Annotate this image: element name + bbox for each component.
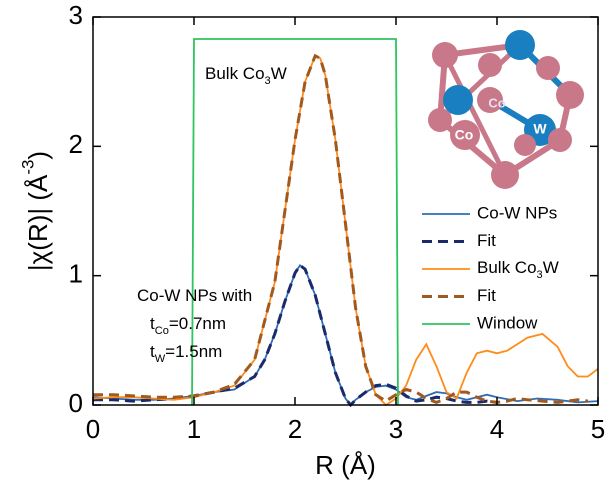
data-line [93, 53, 589, 405]
annotation-part: t [150, 314, 155, 333]
data-line [191, 38, 399, 406]
annotation: Co-W NPs with [137, 286, 252, 305]
y-axis-label: |χ(R)| (Å-3) [19, 151, 53, 271]
y-axis-label-part: -3 [19, 160, 38, 175]
legend-label: Fit [477, 286, 496, 305]
legend-label-part: W [543, 258, 559, 277]
legend-label: Bulk Co3W [477, 258, 559, 280]
y-tick-label: 0 [69, 388, 83, 418]
annotation-part: Co [155, 325, 169, 337]
annotation-part: t [150, 342, 155, 361]
x-tick-label: 1 [187, 414, 201, 444]
annotation-part: =0.7nm [169, 314, 226, 333]
x-tick-label: 2 [288, 414, 302, 444]
y-axis-label-part: |χ(R)| (Å [23, 174, 53, 271]
plot-frame [92, 16, 599, 406]
x-axis-label: R (Å) [315, 450, 376, 480]
legend-label-part: Bulk Co [477, 258, 537, 277]
annotation-part: W [271, 64, 287, 83]
y-tick-label: 3 [69, 0, 83, 30]
x-tick-label: 5 [591, 414, 605, 444]
annotation: Bulk Co3W [205, 64, 287, 86]
x-tick-label: 0 [86, 414, 100, 444]
annotation: tCo=0.7nm [150, 314, 226, 336]
inset-structure [428, 30, 584, 189]
legend-label-part: 3 [537, 269, 543, 281]
y-tick-label: 2 [69, 129, 83, 159]
inset-label: Co [455, 127, 474, 143]
y-tick-label: 1 [69, 259, 83, 289]
legend-label: Co-W NPs [477, 203, 557, 222]
annotation-part: W [155, 353, 166, 365]
legend-label: Window [477, 313, 538, 332]
x-tick-label: 4 [490, 414, 504, 444]
annotation-part: =1.5nm [165, 342, 222, 361]
annotation-part: Bulk Co [205, 64, 265, 83]
inset-label: Co [488, 95, 505, 110]
inset-label: W [533, 121, 547, 137]
annotation-part: 3 [265, 75, 271, 87]
legend-label: Fit [477, 231, 496, 250]
data-line [92, 54, 599, 407]
annotation: tW=1.5nm [150, 342, 222, 364]
y-axis-label-part: ) [23, 151, 53, 160]
x-tick-label: 3 [389, 414, 403, 444]
annotation-part: Co-W NPs with [137, 286, 252, 305]
